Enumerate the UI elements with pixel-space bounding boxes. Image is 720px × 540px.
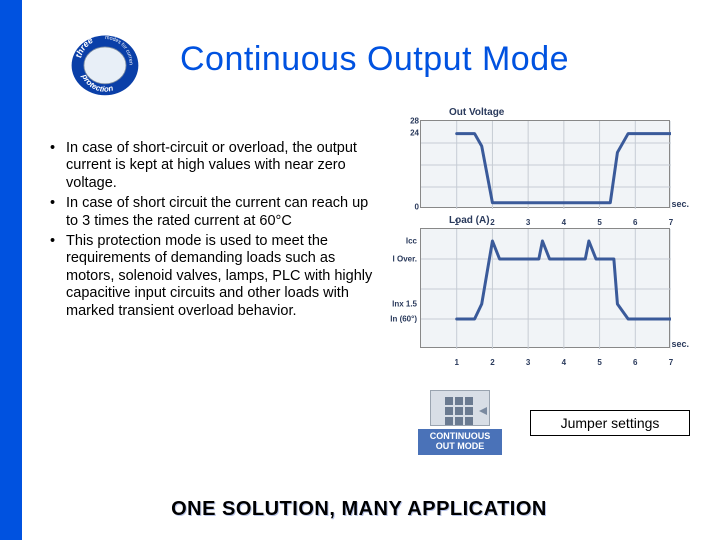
jumper-label-line: CONTINUOUS xyxy=(430,431,491,441)
y-tick-label: Icc xyxy=(406,237,417,246)
x-tick: 6 xyxy=(633,358,637,367)
bullet-item: In case of short circuit the current can… xyxy=(50,195,380,230)
x-tick: 4 xyxy=(562,218,566,227)
jumper-settings-graphic: CONTINUOUS OUT MODE xyxy=(418,390,502,455)
jumper-label-line: OUT MODE xyxy=(436,441,485,451)
y-tick-label: In (60°) xyxy=(390,315,417,324)
chart-out-voltage: Out Voltage 28 24 0 1234567 sec. xyxy=(420,120,670,208)
y-tick: 28 xyxy=(410,117,419,126)
x-axis-label: sec. xyxy=(671,339,689,349)
x-tick: 7 xyxy=(669,358,673,367)
footer-front: ONE SOLUTION, MANY APPLICATION xyxy=(171,498,547,521)
y-tick: 0 xyxy=(415,203,419,212)
x-tick: 5 xyxy=(597,358,601,367)
bullet-item: This protection mode is used to meet the… xyxy=(50,233,380,320)
bullet-item: In case of short-circuit or overload, th… xyxy=(50,140,380,192)
chart-title: Load (A) xyxy=(449,215,490,226)
y-tick: 24 xyxy=(410,129,419,138)
footer-tagline: ONE SOLUTION, MANY APPLICATION ONE SOLUT… xyxy=(0,499,720,522)
y-tick-label: I Over. xyxy=(393,255,417,264)
x-axis-label: sec. xyxy=(671,199,689,209)
x-tick: 5 xyxy=(597,218,601,227)
y-tick-label: Inx 1.5 xyxy=(392,300,417,309)
jumper-frame xyxy=(430,390,490,426)
y-axis: 28 24 0 xyxy=(403,121,419,207)
x-tick: 3 xyxy=(526,218,530,227)
jumper-pins xyxy=(445,397,473,425)
x-tick: 6 xyxy=(633,218,637,227)
x-tick: 4 xyxy=(562,358,566,367)
jumper-mode-label: CONTINUOUS OUT MODE xyxy=(418,429,502,455)
chart-svg xyxy=(421,121,671,209)
chart-svg xyxy=(421,229,671,349)
page-title: Continuous Output Mode xyxy=(180,40,569,79)
y-axis: Icc I Over. Inx 1.5 In (60°) xyxy=(381,229,419,347)
left-accent-stripe xyxy=(0,0,22,540)
x-tick: 2 xyxy=(490,358,494,367)
x-tick: 2 xyxy=(490,218,494,227)
x-tick: 7 xyxy=(669,218,673,227)
jumper-caption: Jumper settings xyxy=(530,410,690,436)
chart-title: Out Voltage xyxy=(449,107,504,118)
bullet-list: In case of short-circuit or overload, th… xyxy=(50,140,380,323)
x-tick: 3 xyxy=(526,358,530,367)
three-modes-badge: three modes for current protection xyxy=(68,32,156,104)
arrow-left-icon xyxy=(479,407,487,415)
chart-load: Load (A) IccI Over.Inx 1.5In (60°) 12345… xyxy=(420,228,670,348)
charts-column: Out Voltage 28 24 0 1234567 sec. Load (A… xyxy=(400,120,680,368)
x-tick: 1 xyxy=(454,358,458,367)
